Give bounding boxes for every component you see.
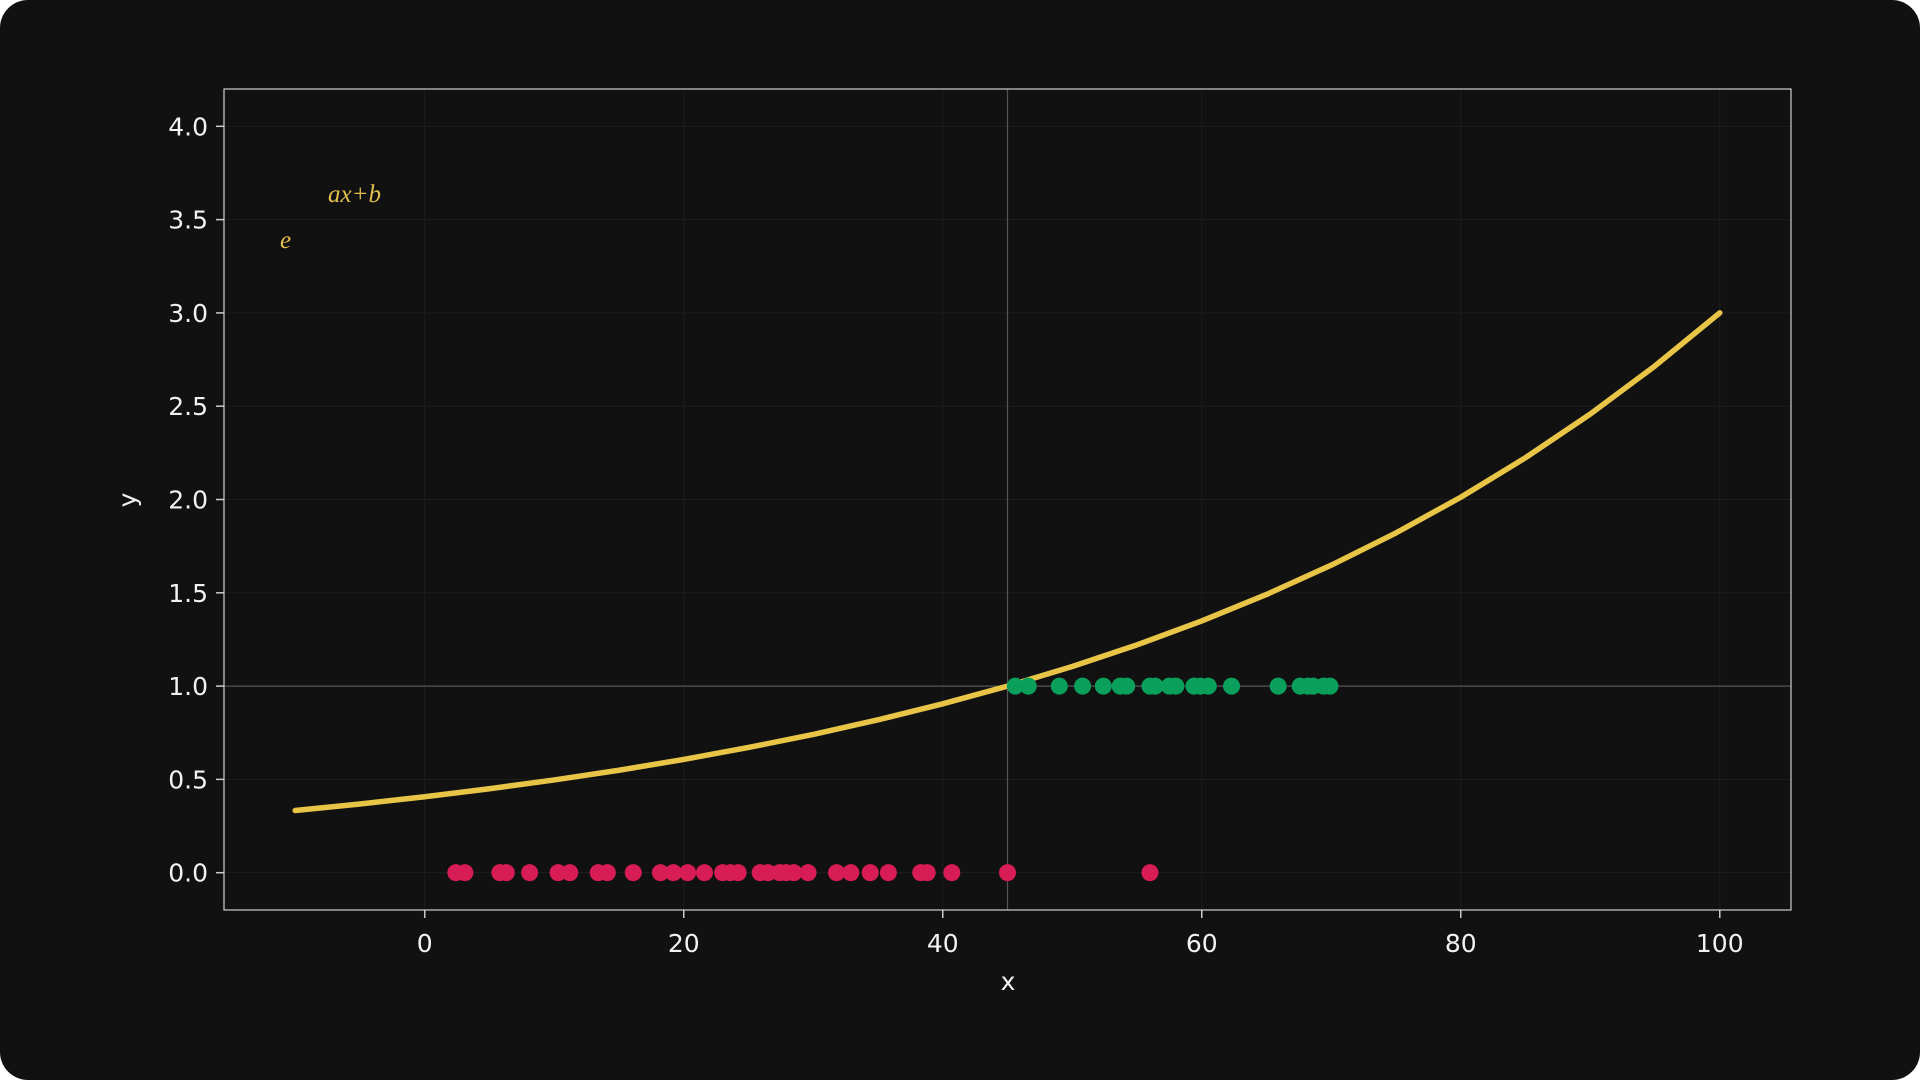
point <box>561 864 579 882</box>
point <box>1019 677 1037 695</box>
plot-frame <box>223 88 1792 911</box>
point <box>497 864 515 882</box>
y-tick-label: 0.5 <box>168 765 208 794</box>
point <box>549 864 567 882</box>
y-tick-label: 0.0 <box>168 859 208 888</box>
point <box>1146 677 1164 695</box>
y-tick-label: 3.0 <box>168 299 208 328</box>
y-tick-label: 2.5 <box>168 392 208 421</box>
y-tick-label: 1.0 <box>168 672 208 701</box>
x-tick-label: 60 <box>1186 929 1218 958</box>
point <box>679 864 697 882</box>
point <box>1094 677 1112 695</box>
point <box>521 864 539 882</box>
y-tick-label: 1.5 <box>168 579 208 608</box>
formula-exponent: ax+b <box>328 181 381 208</box>
point <box>828 864 846 882</box>
point <box>918 864 936 882</box>
point <box>999 864 1016 882</box>
point <box>1118 677 1136 695</box>
point <box>1223 677 1241 695</box>
point <box>1167 677 1185 695</box>
point <box>1321 677 1339 695</box>
point <box>879 864 897 882</box>
point <box>943 864 961 882</box>
formula-base: e <box>280 227 291 254</box>
point <box>861 864 879 882</box>
point <box>1050 677 1068 695</box>
point <box>1199 677 1217 695</box>
y-tick-label: 2.0 <box>168 486 208 515</box>
point <box>1074 677 1092 695</box>
y-tick-label: 4.0 <box>168 112 208 141</box>
x-axis-label: x <box>1001 967 1016 996</box>
point <box>1006 677 1024 695</box>
x-tick-label: 0 <box>417 929 433 958</box>
point <box>842 864 860 882</box>
x-tick-label: 80 <box>1445 929 1477 958</box>
point <box>785 864 803 882</box>
x-tick-label: 40 <box>927 929 959 958</box>
point <box>1269 677 1287 695</box>
point <box>695 864 713 882</box>
point <box>598 864 616 882</box>
x-tick-label: 20 <box>668 929 700 958</box>
point <box>456 864 474 882</box>
point <box>651 864 669 882</box>
point <box>624 864 642 882</box>
point <box>1141 864 1159 882</box>
point <box>729 864 747 882</box>
point <box>664 864 682 882</box>
point <box>799 864 817 882</box>
point <box>759 864 777 882</box>
y-axis-label: y <box>113 492 142 507</box>
y-tick-label: 3.5 <box>168 206 208 235</box>
x-tick-label: 100 <box>1696 929 1744 958</box>
